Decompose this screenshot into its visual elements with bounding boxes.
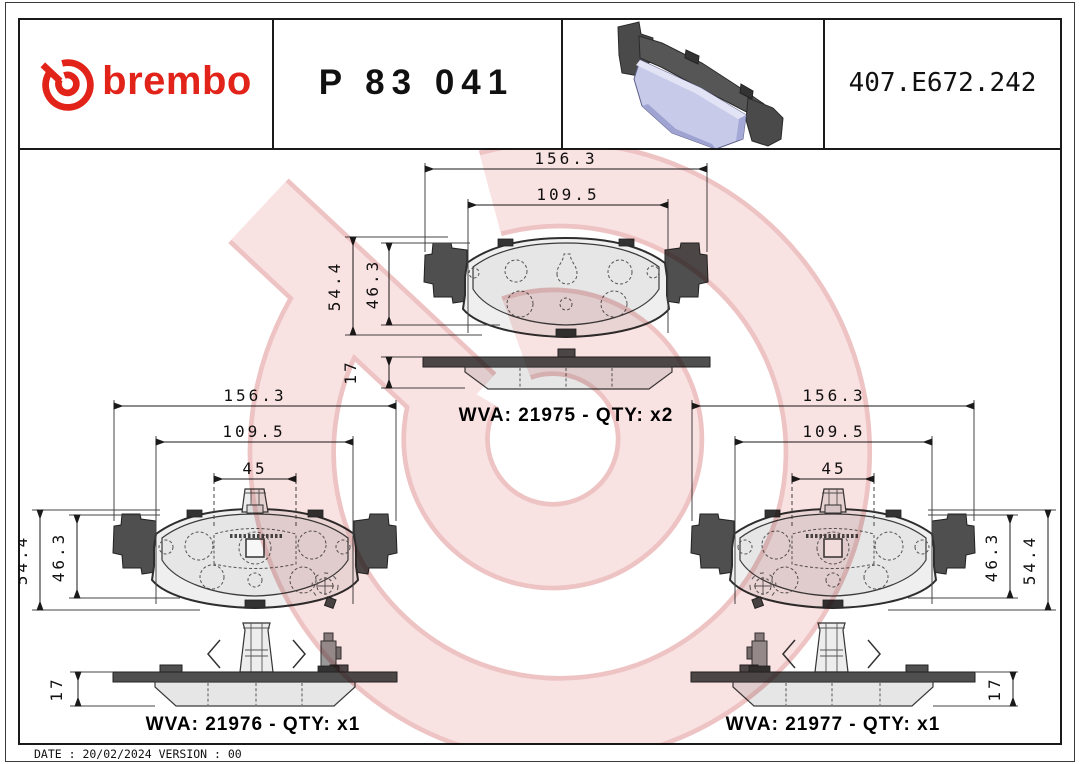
brand-wordmark: brembo <box>102 59 252 103</box>
dim-thickness-bl: 17 <box>47 676 66 701</box>
dim-overall-width-br: 156.3 <box>802 386 865 405</box>
dim-overall-width-top: 156.3 <box>534 149 597 168</box>
dim-pad-height-br: 46.3 <box>982 532 1001 583</box>
pad-side-view-21976 <box>112 622 398 707</box>
dim-pad-height-top: 46.3 <box>363 259 382 310</box>
view-21976: 156.3 109.5 45 54.4 46.3 17 WVA: 21976 -… <box>18 386 397 735</box>
dim-sensor-span-br: 45 <box>821 459 846 478</box>
view-21977: 156.3 109.5 45 46.3 54.4 17 WVA: 21977 -… <box>691 386 1056 735</box>
pad-front-view-21975 <box>423 236 709 339</box>
dim-pad-width-br: 109.5 <box>802 422 865 441</box>
pad-3d-image <box>617 21 784 148</box>
pad-side-view-21977 <box>690 622 976 707</box>
pad-3d <box>617 21 784 148</box>
header-divider-1 <box>272 18 274 148</box>
page-border <box>5 2 1075 762</box>
pad-side-view-21975 <box>422 348 711 390</box>
date-version: DATE : 20/02/2024 VERSION : 00 <box>34 747 242 761</box>
dim-pad-width-bl: 109.5 <box>222 422 285 441</box>
reference-number: 407.E672.242 <box>848 68 1037 98</box>
brand-logo: brembo <box>18 18 272 148</box>
view-21975: 156.3 109.5 54.4 46.3 17 WVA: 21975 - QT… <box>325 149 711 426</box>
dim-pad-height-bl: 46.3 <box>49 532 68 583</box>
dim-overall-height-top: 54.4 <box>325 261 344 312</box>
dim-overall-height-bl: 54.4 <box>18 535 31 586</box>
wva-label-21976: WVA: 21976 - QTY: x1 <box>146 714 361 735</box>
part-number: P 83 041 <box>318 63 515 102</box>
dim-thickness-br: 17 <box>985 676 1004 701</box>
wva-label-21977: WVA: 21977 - QTY: x1 <box>726 714 941 735</box>
wva-label-21975: WVA: 21975 - QTY: x2 <box>459 405 674 426</box>
header-divider-3 <box>823 18 825 148</box>
header-divider-2 <box>561 18 563 148</box>
technical-drawing: 156.3 109.5 54.4 46.3 17 WVA: 21975 - QT… <box>18 149 1056 735</box>
dim-sensor-span-bl: 45 <box>242 459 267 478</box>
dim-pad-width-top: 109.5 <box>536 185 599 204</box>
dim-overall-width-bl: 156.3 <box>223 386 286 405</box>
dim-overall-height-br: 54.4 <box>1020 535 1039 586</box>
dim-thickness-top: 17 <box>341 359 360 384</box>
brembo-logo-icon <box>38 54 94 112</box>
